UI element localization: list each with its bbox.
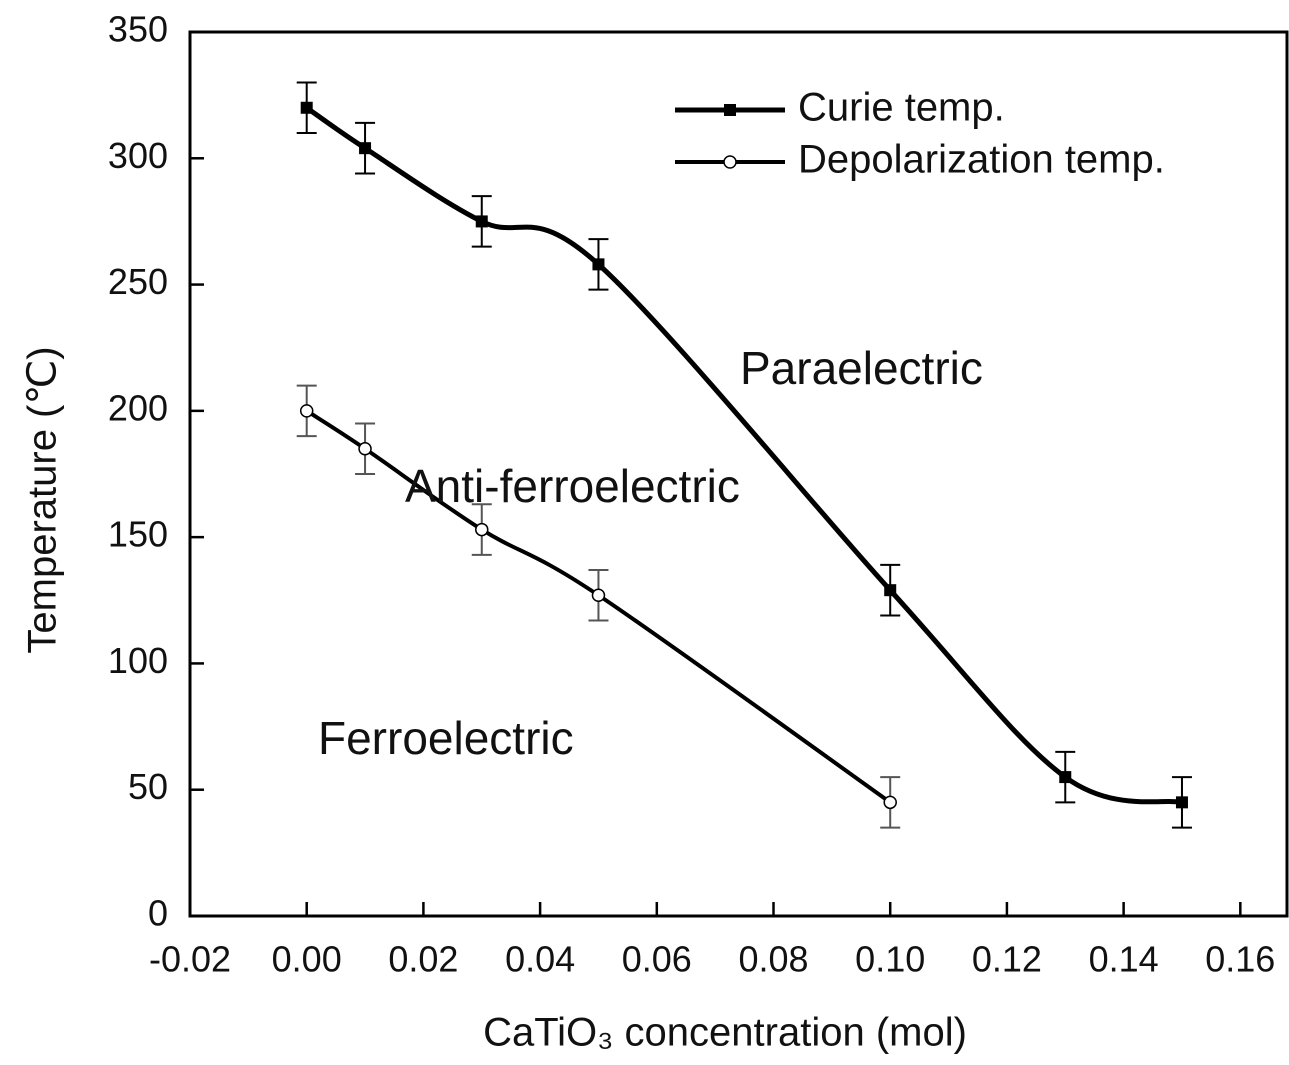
legend-marker (723, 155, 737, 169)
data-point (475, 215, 488, 228)
data-point (591, 588, 606, 602)
x-tick-label: 0.14 (1089, 939, 1159, 980)
data-point (1175, 796, 1188, 809)
x-tick-label: 0.16 (1205, 939, 1275, 980)
data-point (884, 584, 897, 597)
legend-label: Depolarization temp. (798, 138, 1165, 182)
x-tick-label: 0.04 (505, 939, 575, 980)
y-tick-label: 250 (108, 261, 168, 302)
x-tick-label: -0.02 (149, 939, 231, 980)
annotation: Paraelectric (740, 342, 983, 394)
data-point (1059, 771, 1072, 784)
data-point (300, 101, 313, 114)
x-tick-label: 0.06 (622, 939, 692, 980)
x-tick-label: 0.10 (855, 939, 925, 980)
data-point (358, 441, 372, 456)
series-line (305, 105, 1183, 805)
x-axis-label: CaTiO₃ concentration (mol) (483, 1011, 967, 1055)
y-tick-label: 350 (108, 9, 168, 50)
data-point (592, 258, 605, 271)
y-tick-label: 300 (108, 135, 168, 176)
y-tick-label: 50 (128, 766, 168, 807)
data-point (359, 142, 372, 155)
y-axis-label: Temperature (℃) (21, 346, 65, 653)
x-tick-label: 0.02 (388, 939, 458, 980)
legend-label: Curie temp. (798, 86, 1005, 130)
y-tick-label: 150 (108, 514, 168, 555)
y-tick-label: 200 (108, 387, 168, 428)
x-tick-label: 0.00 (272, 939, 342, 980)
plot-frame (188, 30, 1289, 918)
annotation: Ferroelectric (318, 712, 574, 764)
y-tick-label: 0 (148, 893, 168, 934)
legend-marker (724, 104, 736, 116)
data-point (299, 404, 314, 418)
data-point (475, 522, 489, 537)
y-tick-label: 100 (108, 640, 168, 681)
annotation: Anti-ferroelectric (405, 460, 740, 512)
x-tick-label: 0.12 (972, 939, 1042, 980)
x-tick-label: 0.08 (738, 939, 808, 980)
data-point (883, 795, 897, 810)
